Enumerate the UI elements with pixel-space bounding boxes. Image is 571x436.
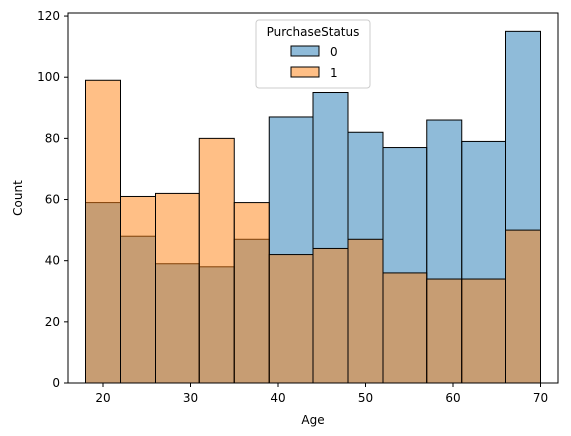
y-tick-label: 120 bbox=[37, 9, 60, 23]
bar-series-1-bin-8 bbox=[382, 272, 428, 384]
series-1-bars bbox=[85, 79, 541, 384]
bar-series-1-bin-5 bbox=[268, 254, 314, 384]
x-tick-label: 70 bbox=[533, 391, 548, 405]
bar-series-1-bin-11 bbox=[505, 229, 541, 384]
legend-title: PurchaseStatus bbox=[267, 25, 360, 39]
y-tick-label: 80 bbox=[45, 131, 60, 145]
legend-swatch-1 bbox=[290, 66, 320, 78]
x-axis-label: Age bbox=[301, 413, 324, 427]
bar-series-1-bin-4 bbox=[233, 202, 270, 384]
legend-swatch-0 bbox=[290, 45, 320, 57]
bar-series-1-bin-6 bbox=[312, 247, 349, 384]
y-tick-label: 20 bbox=[45, 315, 60, 329]
bar-series-1-bin-9 bbox=[426, 278, 463, 384]
legend-label-0: 0 bbox=[330, 45, 338, 59]
x-axis-ticks: 20 30 40 50 60 70 bbox=[95, 383, 548, 405]
plot-frame bbox=[67, 12, 559, 384]
legend-label-1: 1 bbox=[330, 66, 338, 80]
y-tick-label: 0 bbox=[52, 376, 60, 390]
x-tick-label: 60 bbox=[445, 391, 460, 405]
x-tick-label: 40 bbox=[270, 391, 285, 405]
y-tick-label: 40 bbox=[45, 254, 60, 268]
bar-series-1-bin-10 bbox=[461, 278, 506, 384]
bar-series-1-bin-2 bbox=[155, 192, 200, 384]
x-tick-label: 30 bbox=[183, 391, 198, 405]
y-tick-label: 100 bbox=[37, 70, 60, 84]
y-axis-label: Count bbox=[11, 180, 25, 216]
x-tick-label: 50 bbox=[358, 391, 373, 405]
x-tick-label: 20 bbox=[95, 391, 110, 405]
bar-series-1-bin-3 bbox=[198, 137, 235, 384]
legend: PurchaseStatus 01 bbox=[255, 19, 371, 89]
legend-items: 01 bbox=[290, 45, 338, 80]
y-tick-label: 60 bbox=[45, 193, 60, 207]
bar-series-1-bin-7 bbox=[347, 238, 384, 384]
y-axis-ticks: 0 20 40 60 80 100 120 bbox=[37, 9, 68, 390]
bar-series-1-bin-0 bbox=[85, 79, 121, 384]
bar-series-1-bin-1 bbox=[120, 195, 156, 384]
